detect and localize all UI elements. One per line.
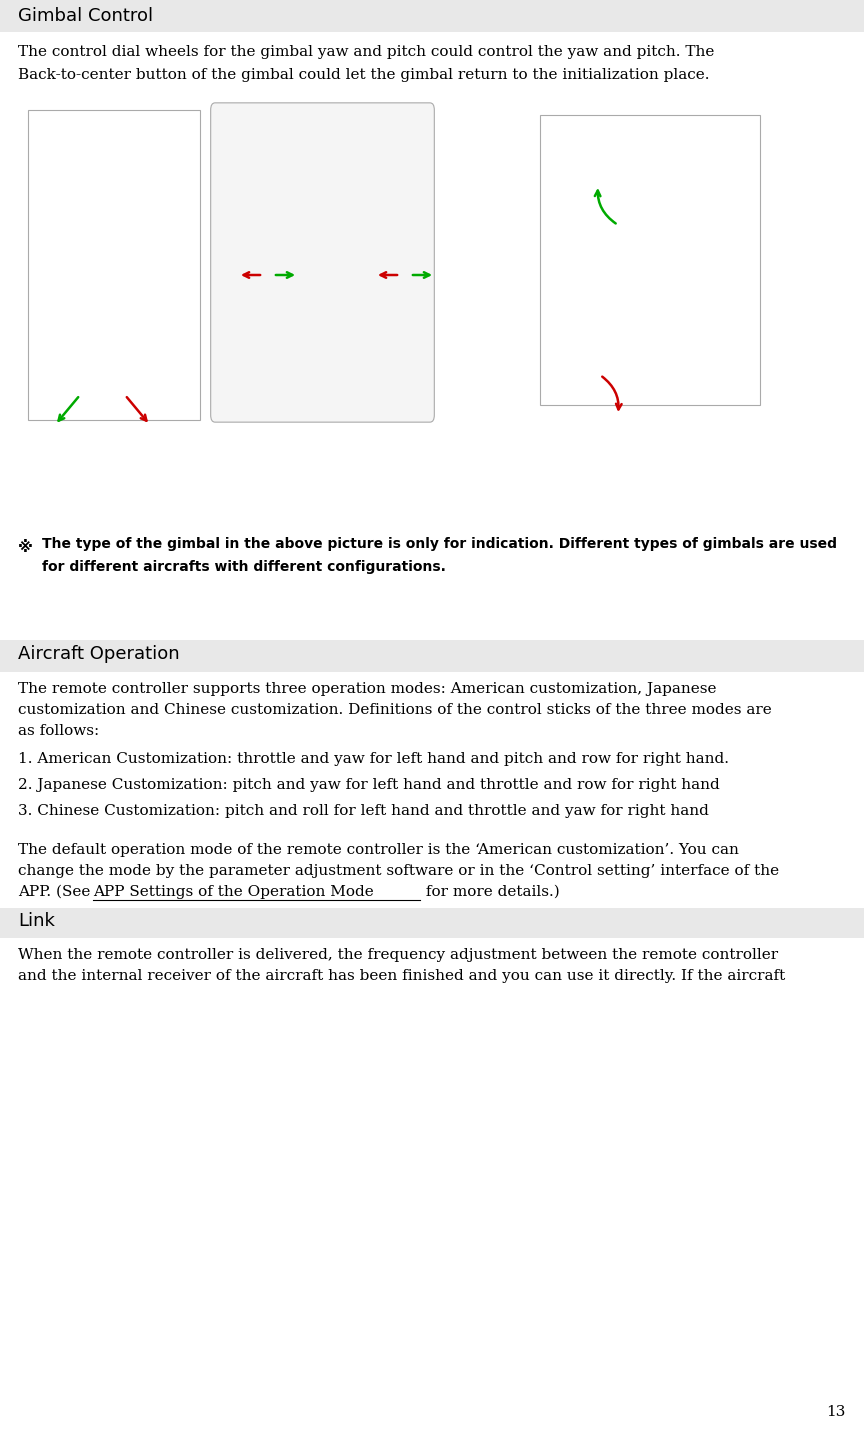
Text: Aircraft Operation: Aircraft Operation (18, 644, 180, 663)
Text: and the internal receiver of the aircraft has been finished and you can use it d: and the internal receiver of the aircraf… (18, 969, 785, 983)
Text: When the remote controller is delivered, the frequency adjustment between the re: When the remote controller is delivered,… (18, 947, 778, 962)
Text: as follows:: as follows: (18, 725, 99, 737)
Bar (0, 640, 864, 672)
Text: change the mode by the parameter adjustment software or in the ‘Control setting’: change the mode by the parameter adjustm… (18, 865, 779, 877)
Bar (0, 0, 864, 31)
FancyBboxPatch shape (211, 103, 435, 422)
Text: for different aircrafts with different configurations.: for different aircrafts with different c… (42, 560, 446, 574)
Text: The remote controller supports three operation modes: American customization, Ja: The remote controller supports three ope… (18, 682, 716, 696)
Bar (0, 907, 864, 937)
Text: Link: Link (18, 912, 55, 930)
Text: 13: 13 (827, 1405, 846, 1419)
Bar (540, 114, 760, 404)
Text: Gimbal Control: Gimbal Control (18, 7, 153, 24)
Text: The type of the gimbal in the above picture is only for indication. Different ty: The type of the gimbal in the above pict… (42, 537, 837, 552)
Text: 3. Chinese Customization: pitch and roll for left hand and throttle and yaw for : 3. Chinese Customization: pitch and roll… (18, 805, 708, 817)
Bar (28, 110, 200, 420)
Text: 1. American Customization: throttle and yaw for left hand and pitch and row for : 1. American Customization: throttle and … (18, 752, 729, 766)
Text: ※: ※ (18, 540, 33, 554)
Text: for more details.): for more details.) (421, 885, 560, 899)
Text: The control dial wheels for the gimbal yaw and pitch could control the yaw and p: The control dial wheels for the gimbal y… (18, 44, 715, 59)
Text: 2. Japanese Customization: pitch and yaw for left hand and throttle and row for : 2. Japanese Customization: pitch and yaw… (18, 777, 720, 792)
Text: customization and Chinese customization. Definitions of the control sticks of th: customization and Chinese customization.… (18, 703, 772, 717)
Text: APP Settings of the Operation Mode: APP Settings of the Operation Mode (93, 885, 374, 899)
Text: APP. (See: APP. (See (18, 885, 95, 899)
Text: The default operation mode of the remote controller is the ‘American customizati: The default operation mode of the remote… (18, 843, 739, 857)
Text: Back-to-center button of the gimbal could let the gimbal return to the initializ: Back-to-center button of the gimbal coul… (18, 69, 709, 81)
